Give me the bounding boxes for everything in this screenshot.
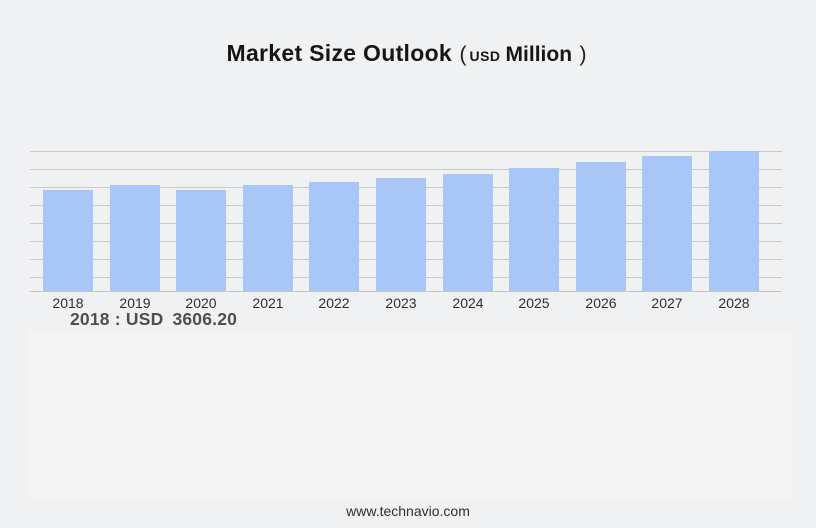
gridline (30, 169, 782, 170)
x-axis-label: 2023 (385, 295, 417, 311)
x-axis-label: 2021 (252, 295, 284, 311)
gridline (30, 151, 782, 152)
bar-2022[interactable] (309, 182, 359, 291)
title-text: Market Size Outlook (226, 40, 453, 66)
bar-2024[interactable] (443, 174, 493, 291)
footer-url-link[interactable]: www.technavio.com (346, 503, 470, 519)
bar-2019[interactable] (110, 185, 160, 291)
x-axis-label: 2024 (452, 295, 484, 311)
title-unit: Million (505, 43, 573, 66)
x-axis-label: 2019 (119, 295, 151, 311)
tooltip-value: 3606.20 (172, 309, 238, 329)
bar-2026[interactable] (576, 162, 626, 291)
stats-panel: 4.23% 2024 Year-over-Year ACCELERATING (28, 331, 791, 498)
bar-tooltip: 2018 : USD 3606.20 (70, 309, 237, 330)
page-title: Market Size Outlook (USD Million ) (0, 40, 816, 67)
x-axis-label: 2022 (318, 295, 350, 311)
plot-area: 2018 2019 2020 2021 2022 2023 2024 2025 2026 2027… (30, 145, 782, 311)
x-axis-line (30, 291, 782, 292)
bar-2018[interactable] (43, 190, 93, 291)
bar-2027[interactable] (642, 156, 692, 291)
title-unit-currency: USD (469, 48, 501, 64)
x-axis-label: 2025 (518, 295, 550, 311)
bar-2023[interactable] (376, 178, 426, 291)
x-axis-label: 2026 (585, 295, 617, 311)
x-axis-label: 2020 (185, 295, 217, 311)
x-axis-label: 2028 (718, 295, 750, 311)
bar-2020[interactable] (176, 190, 226, 291)
title-paren-close: ) (579, 43, 587, 66)
title-paren-open: ( (459, 43, 467, 66)
bar-2028[interactable] (709, 151, 759, 291)
tooltip-label: 2018 : USD (70, 309, 164, 329)
x-axis-label: 2018 (52, 295, 84, 311)
bar-2021[interactable] (243, 185, 293, 291)
footer: www.technavio.com (0, 503, 816, 519)
x-axis-label: 2027 (651, 295, 683, 311)
bar-2025[interactable] (509, 168, 559, 291)
